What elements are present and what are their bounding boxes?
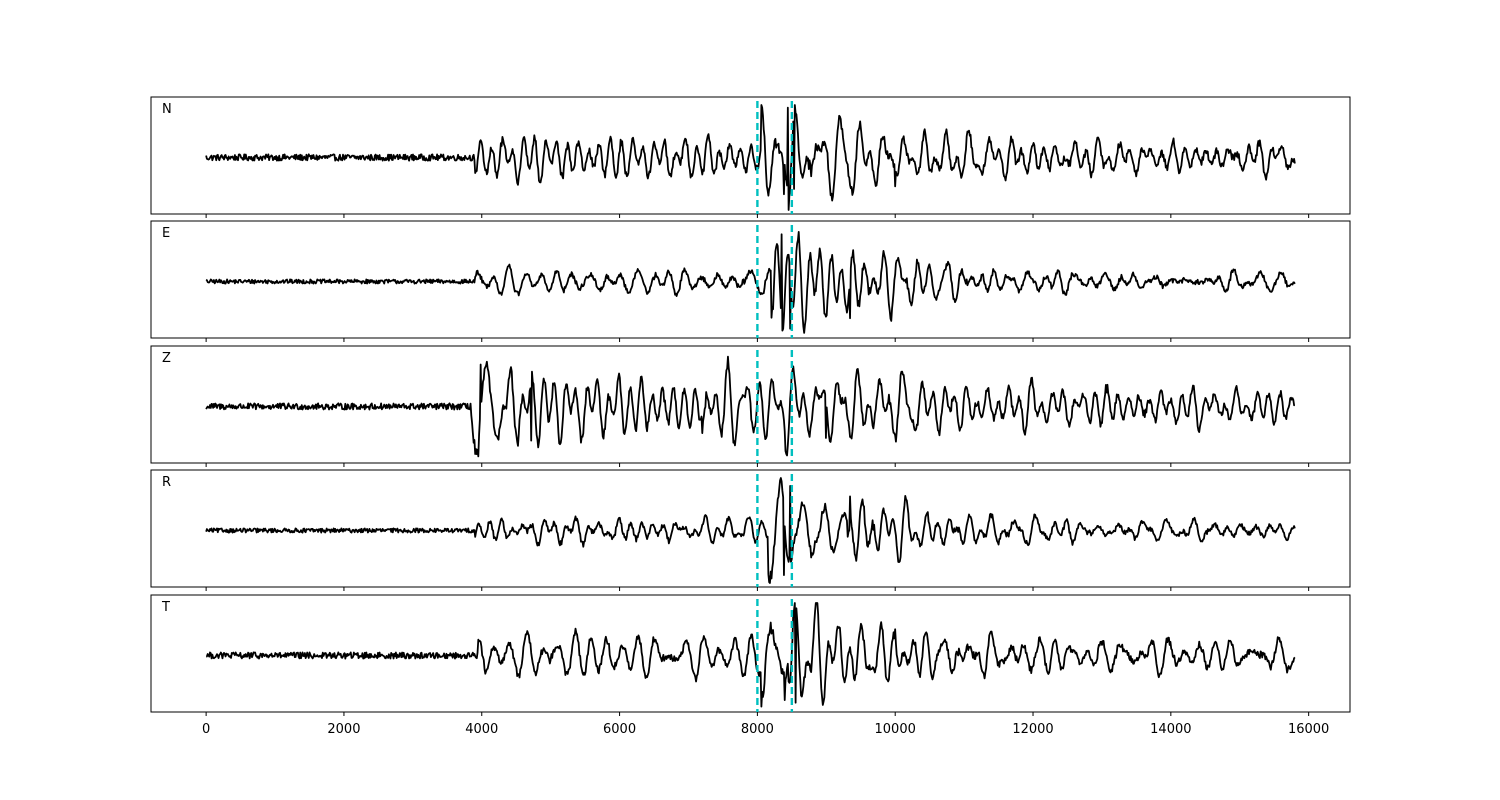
panel-label: T [161, 600, 170, 615]
x-tick-label: 16000 [1288, 722, 1329, 737]
trace-z [205, 355, 1296, 458]
panel-t: T [150, 594, 1351, 716]
x-tick-label: 12000 [1012, 722, 1053, 737]
panel-frame [150, 220, 1351, 339]
panel-label: Z [162, 351, 171, 366]
panel-n: N [150, 96, 1351, 218]
trace-e [205, 230, 1296, 334]
panel-label: N [162, 102, 172, 117]
panel-frame [150, 594, 1351, 713]
trace-r [205, 477, 1296, 584]
x-tick-label: 4000 [465, 722, 498, 737]
panel-z: Z [150, 345, 1351, 467]
trace-n [205, 104, 1296, 211]
panel-r: R [150, 469, 1351, 591]
x-tick-label: 14000 [1150, 722, 1191, 737]
x-tick-label: 8000 [741, 722, 774, 737]
panel-frame [150, 345, 1351, 464]
trace-t [206, 602, 1296, 708]
panel-label: E [162, 226, 170, 241]
x-tick-label: 0 [202, 722, 210, 737]
panel-e: E [150, 220, 1351, 342]
panel-label: R [162, 475, 171, 490]
panel-frame [150, 469, 1351, 588]
x-tick-label: 2000 [327, 722, 360, 737]
x-tick-label: 10000 [875, 722, 916, 737]
x-tick-label: 6000 [603, 722, 636, 737]
panel-frame [150, 96, 1351, 215]
